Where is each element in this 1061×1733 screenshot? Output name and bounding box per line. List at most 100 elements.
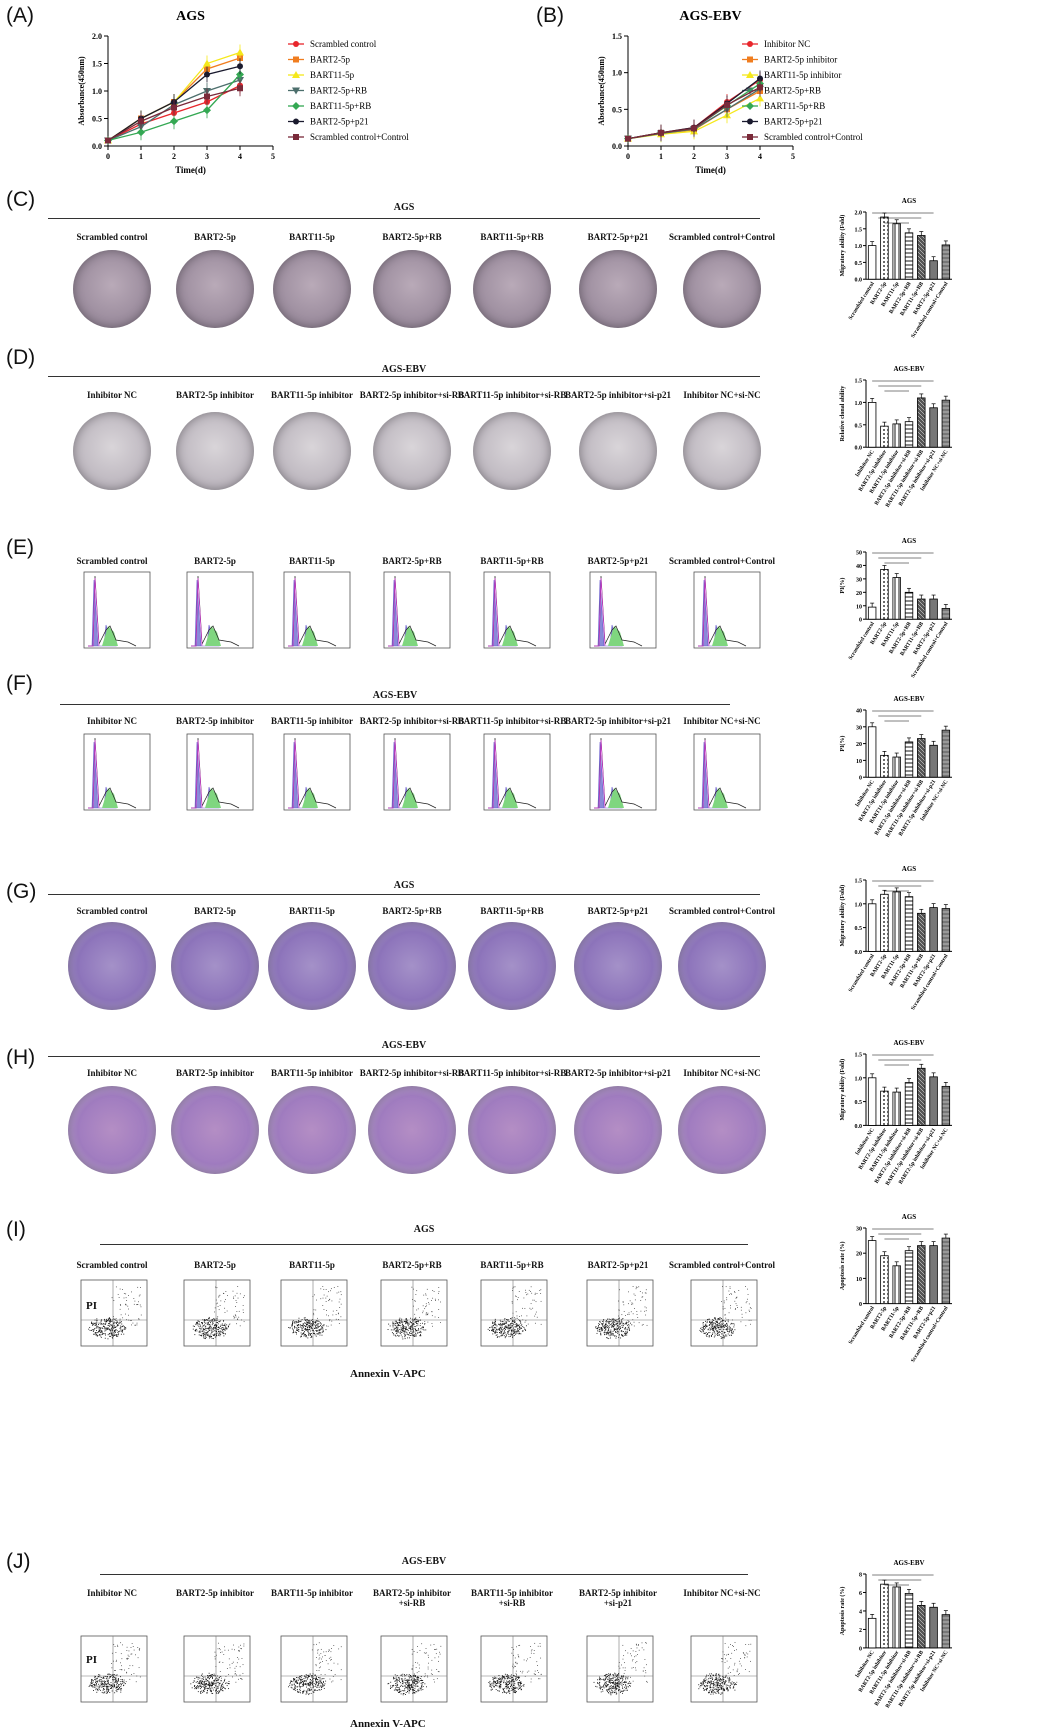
event-dot [412,1327,413,1328]
event-dot [636,1644,637,1645]
event-dot [122,1332,123,1333]
event-dot [394,1325,395,1326]
event-dot [516,1678,517,1679]
event-dot [614,1325,615,1326]
event-dot [229,1324,230,1325]
event-dot [622,1325,623,1326]
event-dot [393,1678,394,1679]
cell-cycle-histogram [476,570,552,658]
event-dot [537,1670,538,1671]
event-dot [298,1331,299,1332]
event-dot [615,1329,616,1330]
event-dot [518,1678,519,1679]
event-dot [98,1686,99,1687]
sample-label: BART2-5p inhibitor [160,1588,270,1598]
event-dot [722,1321,723,1322]
event-dot [400,1682,401,1683]
bar [881,569,889,619]
event-dot [628,1321,629,1322]
event-dot [205,1332,206,1333]
event-dot [133,1298,134,1299]
event-dot [413,1678,414,1679]
event-dot [114,1670,115,1671]
event-dot [527,1659,528,1660]
event-dot [427,1298,428,1299]
event-dot [409,1680,410,1681]
event-dot [613,1321,614,1322]
event-dot [339,1302,340,1303]
event-dot [212,1674,213,1675]
event-dot [119,1687,120,1688]
event-dot [629,1329,630,1330]
event-dot [405,1685,406,1686]
event-dot [309,1693,310,1694]
bar [930,599,938,619]
event-dot [602,1329,603,1330]
event-dot [609,1323,610,1324]
transwell-dish [468,1086,556,1174]
event-dot [105,1681,106,1682]
event-dot [505,1686,506,1687]
scatter-frame [481,1280,547,1346]
event-dot [307,1693,308,1694]
event-dot [621,1682,622,1683]
event-dot [95,1679,96,1680]
cell-cycle-histogram [76,570,152,658]
event-dot [131,1654,132,1655]
event-dot [750,1307,751,1308]
event-dot [206,1692,207,1693]
event-dot [619,1310,620,1311]
event-dot [520,1683,521,1684]
event-dot [308,1330,309,1331]
event-dot [228,1674,229,1675]
sample-label: BART11-5p [257,232,367,242]
event-dot [105,1676,106,1677]
event-dot [705,1327,706,1328]
event-dot [513,1321,514,1322]
y-tick-label: 0.5 [855,1100,863,1106]
event-dot [514,1675,515,1676]
event-dot [335,1674,336,1675]
event-dot [312,1324,313,1325]
event-dot [207,1675,208,1676]
event-dot [206,1333,207,1334]
event-dot [300,1676,301,1677]
event-dot [96,1686,97,1687]
event-dot [709,1319,710,1320]
section-title: AGS-EBV [60,690,730,701]
event-dot [317,1318,318,1319]
bar [893,1266,901,1304]
event-dot [525,1320,526,1321]
event-dot [517,1688,518,1689]
event-dot [611,1323,612,1324]
sample-label: Scrambled control [57,556,167,566]
event-dot [412,1319,413,1320]
event-dot [537,1293,538,1294]
event-dot [625,1327,626,1328]
event-dot [622,1693,623,1694]
event-dot [729,1326,730,1327]
event-dot [602,1323,603,1324]
event-dot [408,1330,409,1331]
event-dot [299,1677,300,1678]
event-dot [98,1324,99,1325]
event-dot [117,1674,118,1675]
event-dot [209,1330,210,1331]
section-divider [48,894,760,895]
event-dot [612,1692,613,1693]
event-dot [402,1336,403,1337]
event-dot [297,1680,298,1681]
event-dot [625,1331,626,1332]
event-dot [196,1323,197,1324]
event-dot [416,1667,417,1668]
event-dot [436,1669,437,1670]
event-dot [116,1687,117,1688]
event-dot [395,1688,396,1689]
event-dot [102,1678,103,1679]
event-dot [613,1691,614,1692]
event-dot [325,1655,326,1656]
event-dot [104,1319,105,1320]
event-dot [716,1328,717,1329]
event-dot [301,1321,302,1322]
event-dot [503,1329,504,1330]
